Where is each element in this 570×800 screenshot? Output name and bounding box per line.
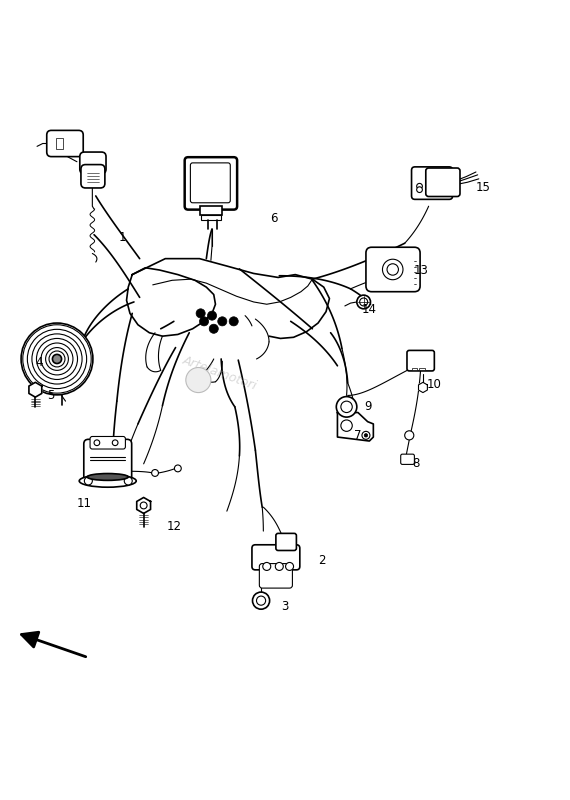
Text: 8: 8	[413, 458, 420, 470]
Circle shape	[36, 338, 78, 379]
Circle shape	[21, 323, 93, 395]
Polygon shape	[137, 498, 150, 514]
Circle shape	[94, 440, 100, 446]
Circle shape	[140, 502, 147, 509]
Bar	[56, 138, 63, 149]
Circle shape	[207, 311, 217, 320]
Text: 4: 4	[35, 357, 43, 370]
Circle shape	[41, 343, 73, 375]
FancyBboxPatch shape	[366, 247, 420, 292]
Circle shape	[46, 347, 68, 370]
Circle shape	[357, 295, 370, 309]
FancyBboxPatch shape	[401, 454, 414, 465]
Text: 5: 5	[48, 389, 55, 402]
Circle shape	[196, 309, 205, 318]
Text: 13: 13	[413, 263, 428, 277]
Circle shape	[229, 317, 238, 326]
Text: 3: 3	[282, 600, 288, 613]
Circle shape	[186, 367, 211, 393]
Circle shape	[27, 330, 87, 389]
Circle shape	[49, 351, 65, 367]
Text: 11: 11	[77, 498, 92, 510]
FancyBboxPatch shape	[426, 168, 460, 197]
Circle shape	[152, 470, 158, 476]
FancyBboxPatch shape	[185, 157, 237, 210]
Polygon shape	[127, 258, 329, 338]
Text: 9: 9	[364, 400, 372, 414]
FancyBboxPatch shape	[407, 350, 434, 371]
Circle shape	[52, 354, 62, 363]
Text: 15: 15	[476, 182, 491, 194]
Text: 2: 2	[318, 554, 326, 567]
Polygon shape	[337, 413, 373, 441]
Circle shape	[382, 259, 403, 280]
Ellipse shape	[79, 474, 136, 487]
Text: Artelamotori: Artelamotori	[181, 353, 258, 392]
Bar	[200, 206, 222, 214]
Circle shape	[405, 430, 414, 440]
Bar	[419, 367, 425, 370]
FancyBboxPatch shape	[81, 165, 105, 188]
FancyBboxPatch shape	[47, 130, 83, 157]
Bar	[412, 367, 417, 370]
Circle shape	[387, 264, 398, 275]
Polygon shape	[418, 382, 428, 393]
Text: 10: 10	[427, 378, 442, 390]
FancyBboxPatch shape	[190, 163, 230, 202]
FancyBboxPatch shape	[259, 563, 292, 588]
Circle shape	[417, 183, 422, 189]
FancyBboxPatch shape	[276, 534, 296, 550]
Circle shape	[364, 434, 368, 437]
Circle shape	[124, 477, 132, 485]
Circle shape	[256, 596, 266, 605]
FancyBboxPatch shape	[80, 152, 106, 174]
Polygon shape	[29, 382, 42, 397]
Bar	[201, 214, 221, 221]
Circle shape	[32, 334, 82, 384]
Circle shape	[84, 477, 92, 485]
Circle shape	[200, 317, 209, 326]
Circle shape	[341, 401, 352, 413]
Text: 6: 6	[270, 212, 278, 226]
FancyBboxPatch shape	[252, 545, 300, 570]
Circle shape	[417, 187, 422, 193]
Text: 1: 1	[119, 231, 127, 244]
Circle shape	[209, 324, 218, 334]
Circle shape	[263, 562, 271, 570]
Text: 14: 14	[362, 303, 377, 317]
Circle shape	[336, 397, 357, 417]
Circle shape	[360, 298, 368, 306]
Circle shape	[112, 440, 118, 446]
Circle shape	[341, 420, 352, 431]
FancyBboxPatch shape	[412, 167, 453, 199]
Text: 7: 7	[354, 429, 362, 442]
FancyBboxPatch shape	[84, 439, 132, 482]
Circle shape	[286, 562, 294, 570]
Ellipse shape	[87, 474, 128, 480]
FancyBboxPatch shape	[90, 437, 125, 449]
Circle shape	[275, 562, 283, 570]
Circle shape	[362, 431, 370, 439]
Circle shape	[218, 317, 227, 326]
Circle shape	[253, 592, 270, 609]
Circle shape	[174, 465, 181, 472]
Circle shape	[23, 325, 91, 393]
Text: 12: 12	[166, 520, 181, 533]
